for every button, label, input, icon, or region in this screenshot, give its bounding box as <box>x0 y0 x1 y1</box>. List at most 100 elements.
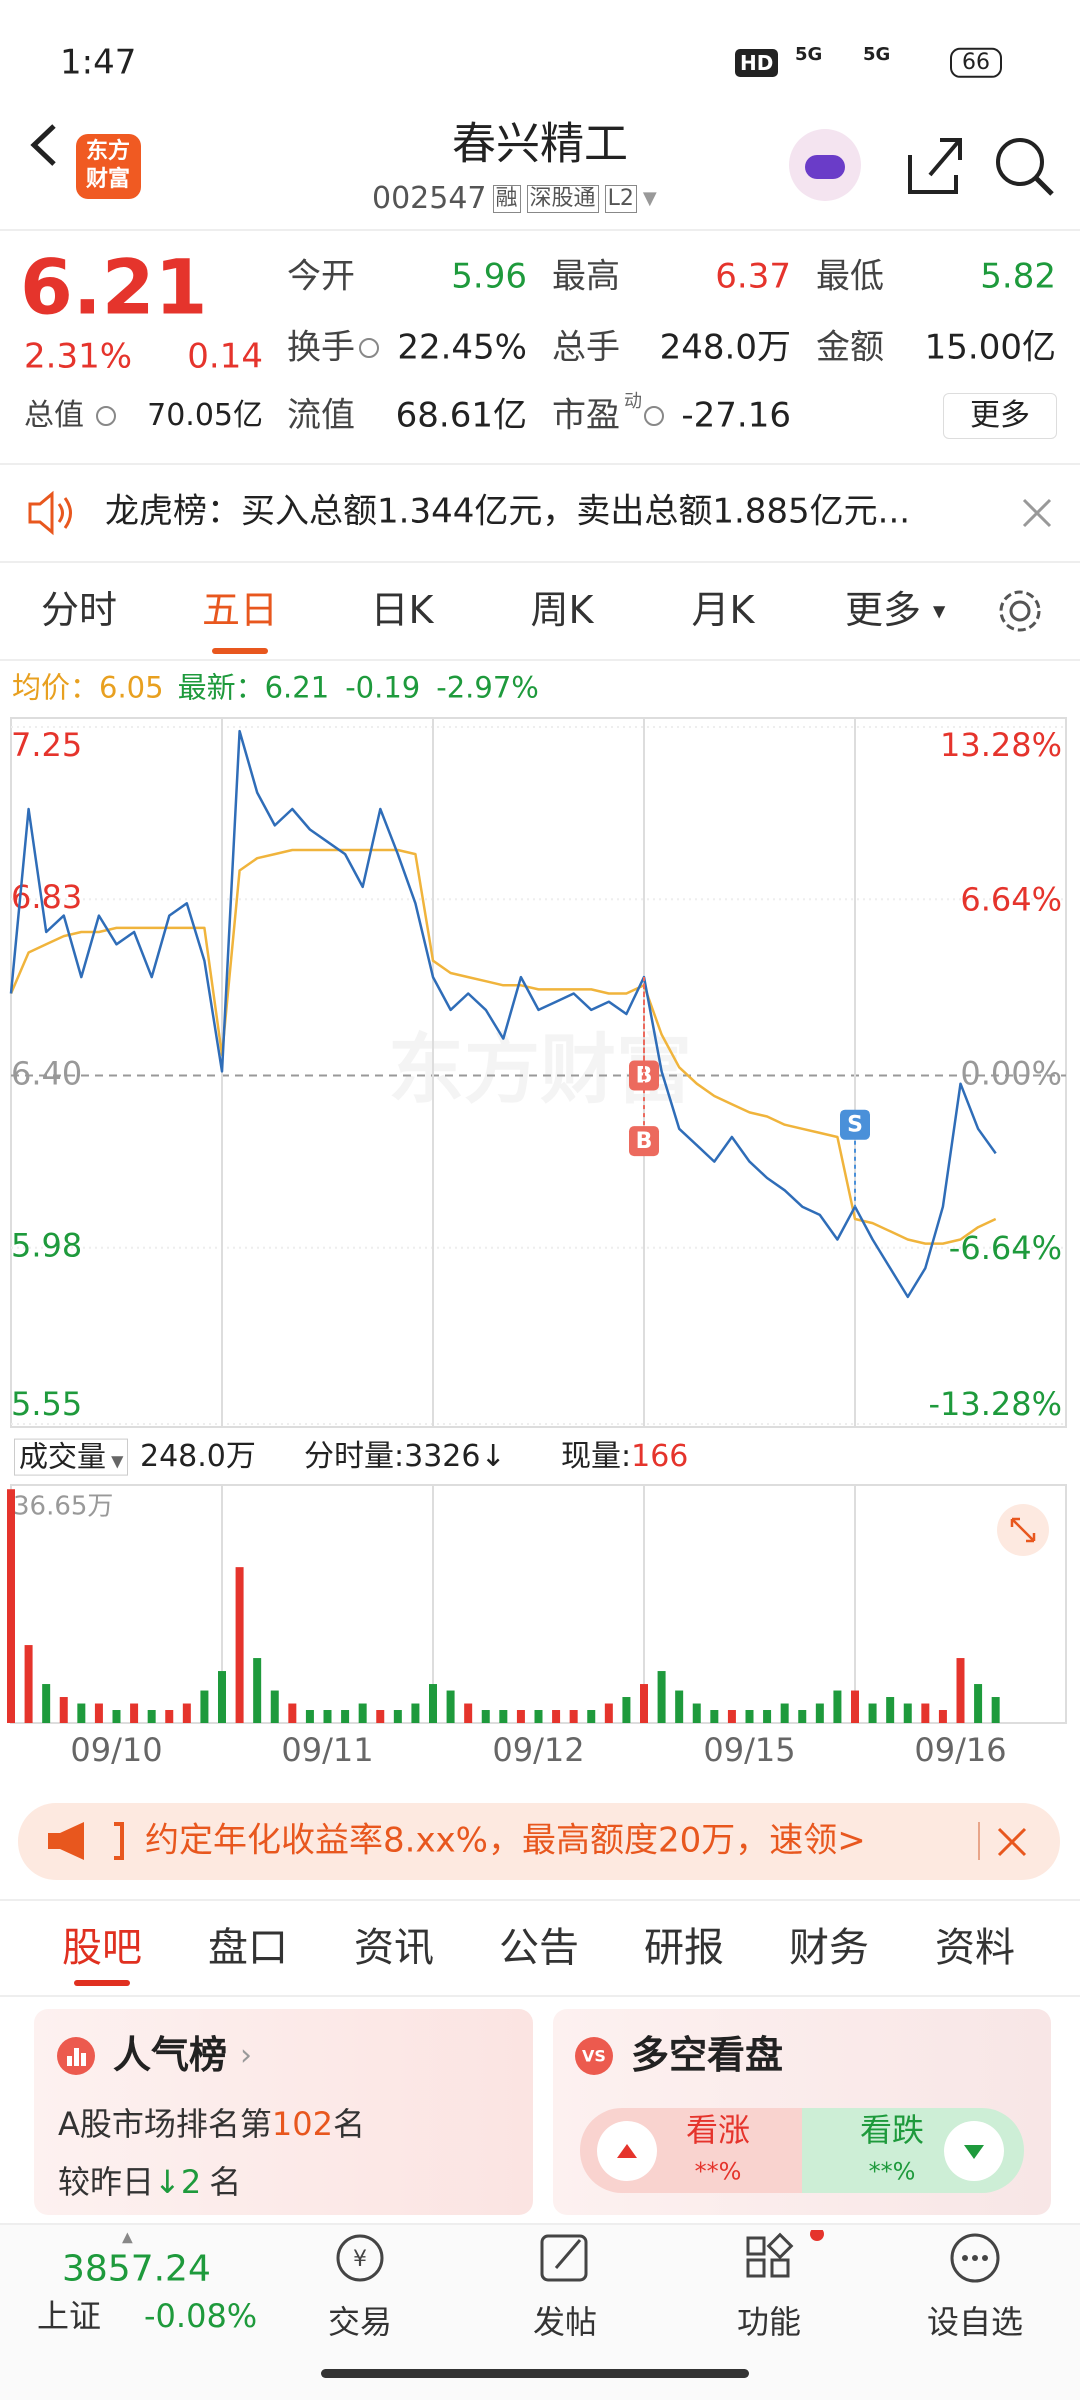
content-tab[interactable]: 研报 <box>644 1925 724 1971</box>
y-tick-label: 6.40 <box>11 1055 82 1093</box>
now-volume: 现量: 166 <box>561 1439 688 1475</box>
price-line <box>9 729 997 1299</box>
volume-bar <box>323 1710 332 1723</box>
content-tab[interactable]: 公告 <box>499 1925 579 1971</box>
search-icon[interactable] <box>996 138 1044 186</box>
field-label: 换手 <box>287 327 355 368</box>
divider <box>0 561 1080 563</box>
content-tab[interactable]: 财务 <box>789 1925 869 1971</box>
ad-text[interactable]: 约定年化收益率8.xx%，最高额度20万，速领> <box>145 1820 866 1861</box>
vote-title: 多空看盘 <box>631 2033 784 2078</box>
chart-tab[interactable]: 更多 <box>844 588 922 633</box>
rank-change-row: 较昨日 ↓ 2 名 <box>58 2163 241 2201</box>
tab-underline <box>74 1980 130 1986</box>
volume-bar <box>851 1690 859 1723</box>
field-sup: 动 <box>624 391 642 413</box>
share-icon[interactable] <box>908 138 962 194</box>
chart-info: 均价： 6.05 最新： 6.21 -0.19 -2.97% <box>12 671 539 706</box>
field-value: 68.61亿 <box>395 395 527 436</box>
volume-bar <box>112 1710 121 1723</box>
nav-item[interactable]: 功能 <box>736 2302 802 2341</box>
volume-bar <box>253 1658 262 1723</box>
chart-tab[interactable]: 分时 <box>40 588 118 633</box>
volume-bar <box>411 1703 420 1723</box>
field-value: 15.00亿 <box>924 327 1056 368</box>
x-tick-label: 09/10 <box>70 1731 162 1769</box>
stock-name: 春兴精工 <box>452 118 628 170</box>
chart-tab[interactable]: 周K <box>530 588 594 633</box>
chart-tab[interactable]: 月K <box>691 588 755 633</box>
nav-item[interactable]: 发帖 <box>532 2302 598 2341</box>
volume-bar <box>622 1697 631 1723</box>
back-button[interactable] <box>20 120 70 170</box>
volume-selector[interactable]: 成交量 ▼ <box>14 1438 129 1476</box>
svg-text:¥: ¥ <box>353 2247 367 2272</box>
status-time: 1:47 <box>60 42 137 83</box>
trade-marker-label: B <box>636 1129 653 1154</box>
volume-bar <box>130 1703 139 1723</box>
volume-bar <box>727 1710 736 1723</box>
app-logo[interactable] <box>76 134 141 199</box>
content-tab[interactable]: 盘口 <box>208 1925 288 1971</box>
volume-bar <box>903 1703 912 1723</box>
rank-value: 102 <box>271 2104 333 2143</box>
volume-bar <box>200 1690 209 1723</box>
tag: L2 <box>604 184 637 214</box>
chart-tab[interactable]: 日K <box>370 588 434 633</box>
stock-code-row: 002547 融 深股通 L2 ▼ <box>372 181 657 217</box>
content-tab[interactable]: 资讯 <box>354 1925 434 1971</box>
popularity-card[interactable] <box>34 2009 533 2215</box>
volume-bar <box>974 1684 983 1723</box>
rank-change-suffix: 名 <box>209 2162 242 2201</box>
content-tab[interactable]: 资料 <box>935 1925 1015 1971</box>
dropdown-caret[interactable]: ▼ <box>642 188 657 210</box>
now-value: 166 <box>631 1439 689 1474</box>
field-label: 总值 <box>24 398 84 433</box>
volume-bar <box>815 1703 824 1723</box>
volume-bar <box>886 1697 895 1723</box>
ad-banner[interactable] <box>18 1803 1060 1880</box>
volume-bar <box>516 1710 525 1723</box>
index-change: -0.08% <box>144 2296 258 2335</box>
divider <box>0 1899 1080 1901</box>
content-tab[interactable]: 股吧 <box>62 1925 142 1971</box>
index-caret: ▲ <box>122 2229 133 2246</box>
volume-bar <box>675 1690 684 1723</box>
settings-icon[interactable] <box>996 587 1044 635</box>
chart-tab[interactable]: 五日 <box>201 588 279 633</box>
divider <box>0 229 1080 231</box>
assistant-face <box>805 155 845 179</box>
y-tick-label: 5.55 <box>11 1385 82 1423</box>
field-value: 6.37 <box>715 256 791 297</box>
more-button[interactable]: 更多 <box>943 393 1057 439</box>
volume-bar <box>604 1703 613 1723</box>
chevron: › <box>240 2038 252 2073</box>
nav-item[interactable]: 交易 <box>327 2302 393 2341</box>
rank-change-value: 2 <box>180 2162 202 2201</box>
popularity-icon <box>57 2037 95 2075</box>
index-name: 上证 <box>37 2296 102 2335</box>
notice-text[interactable]: 龙虎榜：买入总额1.344亿元，卖出总额1.885亿元... <box>105 491 911 532</box>
volume-bar <box>464 1703 473 1723</box>
volume-bar <box>534 1710 543 1723</box>
nav-item[interactable]: 设自选 <box>926 2302 1024 2341</box>
volume-bar <box>42 1684 51 1723</box>
tick-arrow: ↓ <box>480 1439 506 1474</box>
latest-value: 6.21 <box>264 670 330 705</box>
tick-volume: 分时量: 3326 ↓ <box>304 1439 506 1475</box>
y2-tick-label: 0.00% <box>960 1055 1062 1093</box>
rank-prefix: A股市场排名第 <box>58 2104 272 2143</box>
now-label: 现量: <box>561 1439 632 1474</box>
trade-marker <box>840 1109 870 1140</box>
field-label: 流值 <box>287 395 355 436</box>
volume-bar <box>59 1697 68 1723</box>
index-value[interactable]: 3857.24 <box>62 2248 211 2290</box>
volume-bar <box>77 1703 86 1723</box>
close-ad[interactable] <box>996 1826 1028 1858</box>
volume-frame <box>10 1484 1067 1724</box>
change: 0.14 <box>187 336 263 377</box>
volume-bar <box>569 1710 578 1723</box>
latest-change: -0.19 <box>345 670 421 705</box>
close-notice[interactable] <box>1020 496 1054 530</box>
